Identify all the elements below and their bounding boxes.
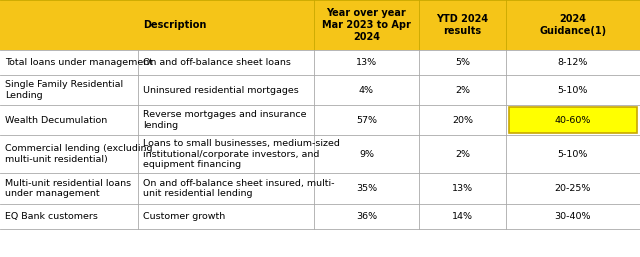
Bar: [0, 50, 640, 75]
Text: EQ Bank customers: EQ Bank customers: [5, 212, 98, 221]
Text: 4%: 4%: [359, 86, 374, 95]
Text: On and off-balance sheet insured, multi-
unit residential lending: On and off-balance sheet insured, multi-…: [143, 179, 334, 198]
Text: 13%: 13%: [452, 184, 473, 193]
Text: 14%: 14%: [452, 212, 473, 221]
Text: On and off-balance sheet loans: On and off-balance sheet loans: [143, 58, 291, 67]
Text: 57%: 57%: [356, 115, 377, 125]
Text: 2%: 2%: [455, 150, 470, 159]
Text: Multi-unit residential loans
under management: Multi-unit residential loans under manag…: [5, 179, 131, 198]
Text: Loans to small businesses, medium-sized
institutional/corporate investors, and
e: Loans to small businesses, medium-sized …: [143, 139, 340, 169]
Text: 40-60%: 40-60%: [555, 115, 591, 125]
Text: 2%: 2%: [455, 86, 470, 95]
Text: Customer growth: Customer growth: [143, 212, 225, 221]
Bar: [0, 105, 640, 135]
Text: 20%: 20%: [452, 115, 473, 125]
Text: 5-10%: 5-10%: [557, 86, 588, 95]
Text: 35%: 35%: [356, 184, 377, 193]
Text: Total loans under management: Total loans under management: [5, 58, 153, 67]
Bar: [509, 107, 637, 133]
Text: Uninsured residential mortgages: Uninsured residential mortgages: [143, 86, 298, 95]
Text: YTD 2024
results: YTD 2024 results: [436, 14, 488, 36]
Text: 9%: 9%: [359, 150, 374, 159]
Text: 13%: 13%: [356, 58, 377, 67]
Text: 8-12%: 8-12%: [557, 58, 588, 67]
Bar: [0, 135, 640, 173]
Bar: [0, 173, 640, 204]
Bar: [0, 0, 640, 50]
Text: Year over year
Mar 2023 to Apr
2024: Year over year Mar 2023 to Apr 2024: [322, 8, 411, 42]
Text: 36%: 36%: [356, 212, 377, 221]
Text: 30-40%: 30-40%: [554, 212, 591, 221]
Text: Commercial lending (excluding
multi-unit residential): Commercial lending (excluding multi-unit…: [5, 144, 152, 164]
Text: Wealth Decumulation: Wealth Decumulation: [5, 115, 108, 125]
Text: 5-10%: 5-10%: [557, 150, 588, 159]
Text: Reverse mortgages and insurance
lending: Reverse mortgages and insurance lending: [143, 110, 306, 130]
Text: 20-25%: 20-25%: [555, 184, 591, 193]
Text: Single Family Residential
Lending: Single Family Residential Lending: [5, 80, 124, 100]
Bar: [0, 75, 640, 105]
Text: 2024
Guidance(1): 2024 Guidance(1): [540, 14, 606, 36]
Bar: [0, 204, 640, 229]
Text: Description: Description: [143, 20, 206, 30]
Text: 5%: 5%: [455, 58, 470, 67]
